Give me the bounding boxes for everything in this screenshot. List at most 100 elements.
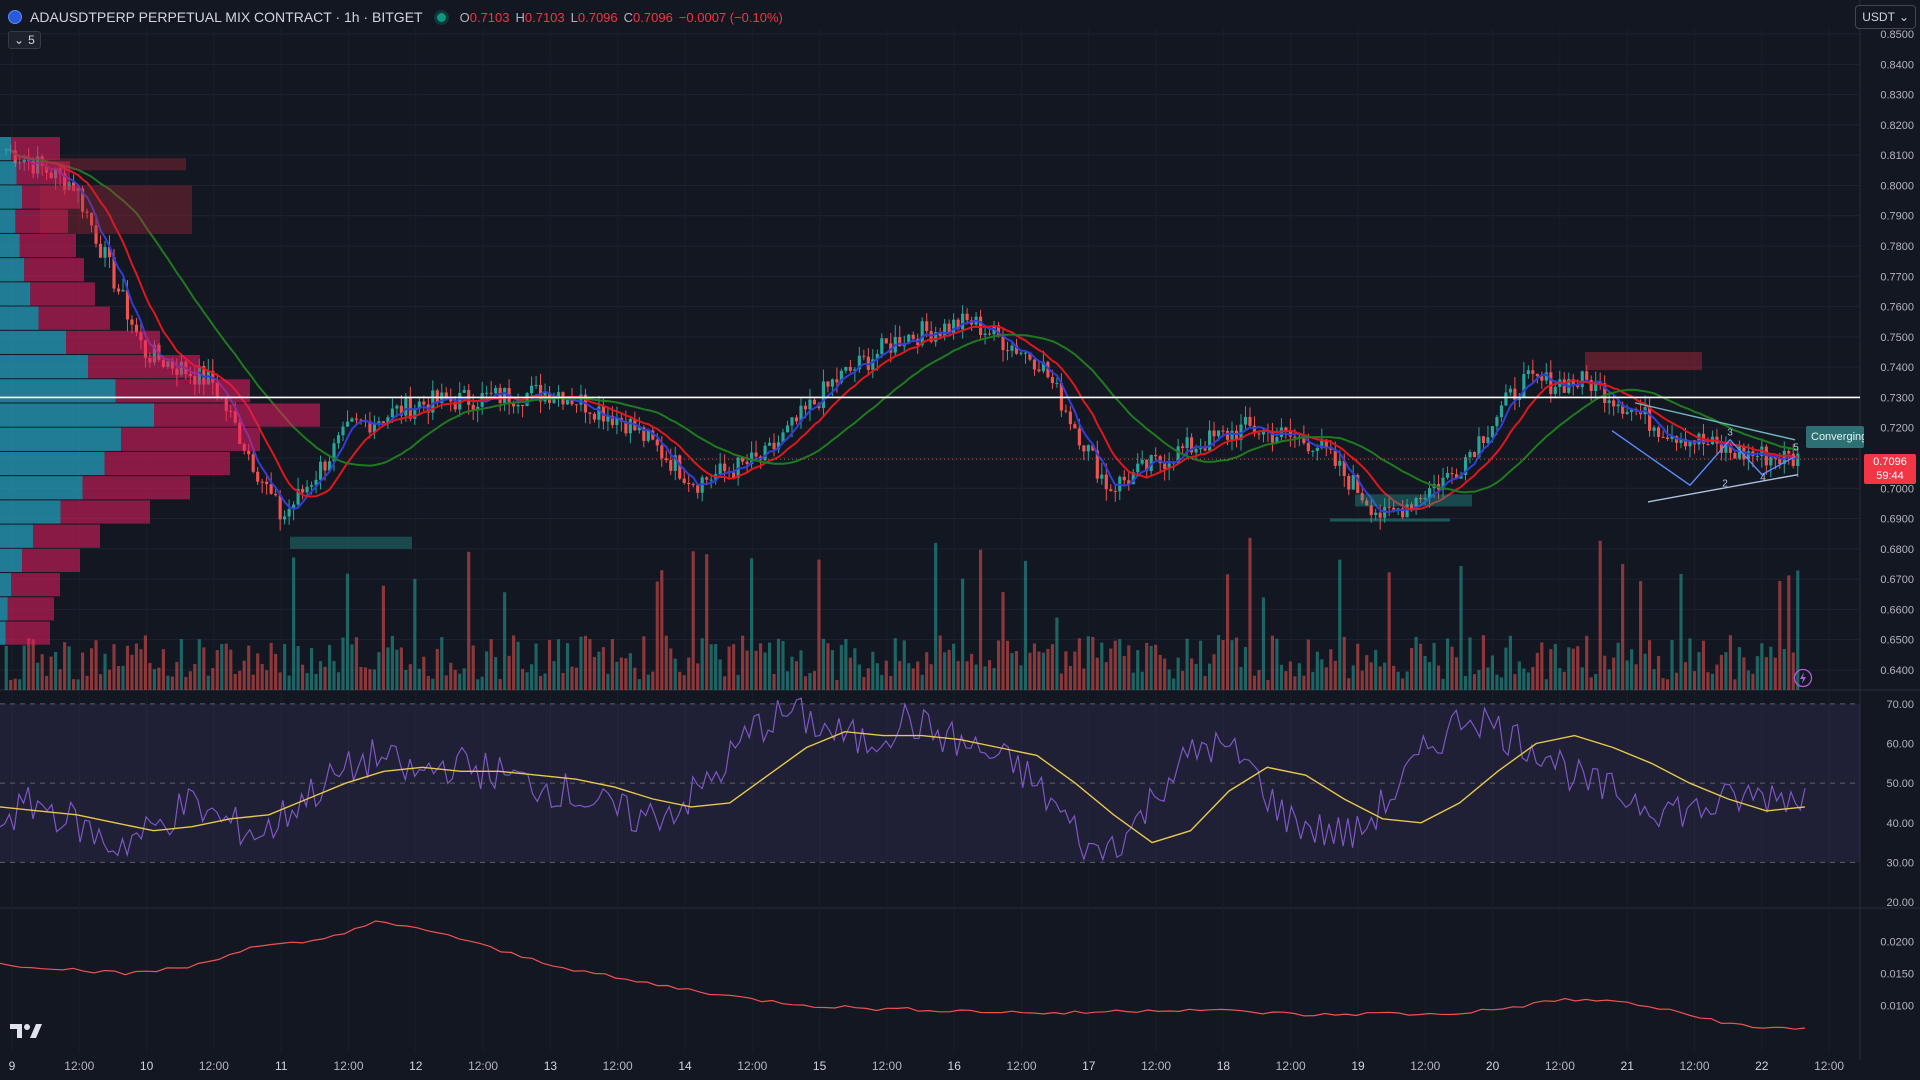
volume-bar	[1145, 642, 1149, 690]
volume-bar	[1531, 667, 1535, 690]
candle-body	[875, 353, 879, 360]
volume-profile-bar	[38, 306, 110, 330]
candle-body	[597, 406, 601, 420]
candle-body	[368, 421, 372, 433]
volume-profile-bar	[19, 233, 76, 258]
volume-bar	[1154, 644, 1158, 690]
volume-bar	[983, 666, 987, 690]
volume-bar	[1037, 651, 1041, 690]
candle-body	[1311, 450, 1315, 452]
candle-body	[1652, 427, 1656, 431]
candle-body	[1755, 455, 1759, 457]
candle-body	[287, 509, 291, 517]
volume-bar	[1234, 637, 1239, 690]
volume-bar	[1450, 646, 1454, 690]
volume-bar	[130, 654, 134, 690]
volume-bar	[166, 675, 170, 690]
time-axis-label: 10	[140, 1059, 154, 1073]
ohlc-close-value: 0.7096	[633, 9, 673, 25]
candle-body	[979, 316, 983, 336]
volume-profile-bar	[0, 451, 105, 476]
volume-bar	[112, 644, 116, 690]
volume-profile-bar	[33, 524, 100, 548]
volume-bar	[67, 646, 71, 690]
volume-bar	[952, 643, 956, 690]
symbol-header: ADAUSDTPERP PERPETUAL MIX CONTRACT · 1h …	[8, 6, 783, 28]
candle-body	[655, 439, 659, 446]
candle-body	[103, 247, 107, 258]
volume-bar	[1225, 574, 1230, 690]
currency-selector[interactable]: USDT ⌄	[1855, 5, 1916, 29]
candle-body	[530, 385, 534, 394]
candle-body	[1199, 448, 1203, 450]
pattern-lower-line[interactable]	[1647, 473, 1799, 503]
volume-bar	[1603, 655, 1607, 690]
candle-body	[1486, 437, 1490, 443]
volume-bar	[907, 663, 911, 690]
candle-countdown: 59:44	[1876, 470, 1904, 482]
time-axis-label: 11	[275, 1059, 288, 1073]
volume-bar	[705, 554, 709, 690]
volume-bar	[45, 675, 49, 690]
volume-bar	[193, 664, 197, 690]
volume-bar	[965, 661, 969, 690]
candle-body	[965, 313, 969, 321]
candle-body	[637, 427, 641, 431]
candle-body	[1136, 463, 1140, 473]
candle-body	[848, 367, 852, 371]
candle-body	[880, 338, 884, 354]
volume-bar	[480, 676, 484, 690]
volume-profile-bar	[0, 209, 16, 233]
candle-body	[22, 159, 26, 163]
volume-bar	[889, 675, 893, 690]
volume-bar	[996, 640, 1001, 690]
candle-body	[1149, 455, 1153, 472]
tradingview-logo-icon[interactable]	[10, 1020, 44, 1042]
time-axis-label: 9	[9, 1059, 16, 1073]
volume-bar	[386, 647, 390, 690]
candle-body	[866, 356, 870, 370]
candle-body	[134, 324, 139, 333]
volume-bar	[826, 643, 830, 690]
volume-bar	[651, 671, 655, 690]
pattern-upper-line[interactable]	[1634, 402, 1796, 441]
volume-bar	[1607, 669, 1611, 690]
volume-bar	[776, 638, 781, 690]
volume-bar	[1073, 651, 1077, 690]
candle-body	[269, 484, 273, 494]
volume-bar	[839, 644, 843, 690]
volume-bar	[1796, 570, 1800, 690]
candle-body	[624, 421, 628, 434]
volume-bar	[1392, 665, 1396, 690]
candle-body	[1679, 439, 1683, 443]
candle-body	[1338, 460, 1342, 466]
pattern-label[interactable]: Converging	[1806, 426, 1864, 448]
volume-bar	[1185, 638, 1189, 690]
candle-body	[1023, 352, 1028, 354]
currency-label: USDT	[1862, 10, 1895, 24]
candle-body	[318, 461, 323, 480]
candle-body	[1791, 453, 1795, 466]
candle-body	[1082, 445, 1086, 452]
volume-bar	[534, 643, 538, 690]
volume-bar	[1580, 667, 1584, 690]
volume-bar	[1436, 665, 1441, 690]
candle-body	[1625, 411, 1629, 414]
price-axis-label: 0.6700	[1880, 574, 1914, 586]
volume-bar	[157, 667, 161, 690]
wave-path[interactable]	[1611, 430, 1796, 487]
volume-bar	[1158, 654, 1162, 690]
lightning-icon[interactable]	[1793, 668, 1813, 688]
volume-bar	[143, 635, 148, 690]
volume-profile-bar	[24, 258, 84, 282]
symbol-title[interactable]: ADAUSDTPERP PERPETUAL MIX CONTRACT · 1h …	[30, 9, 423, 25]
candle-body	[404, 397, 408, 416]
volume-bar	[1284, 671, 1288, 690]
candle-body	[1360, 493, 1364, 501]
candle-body	[628, 418, 632, 434]
indicators-collapse-button[interactable]: ⌄ 5	[8, 31, 41, 49]
candle-body	[1181, 446, 1185, 449]
volume-bar	[9, 679, 13, 690]
volume-bar	[1463, 675, 1468, 690]
